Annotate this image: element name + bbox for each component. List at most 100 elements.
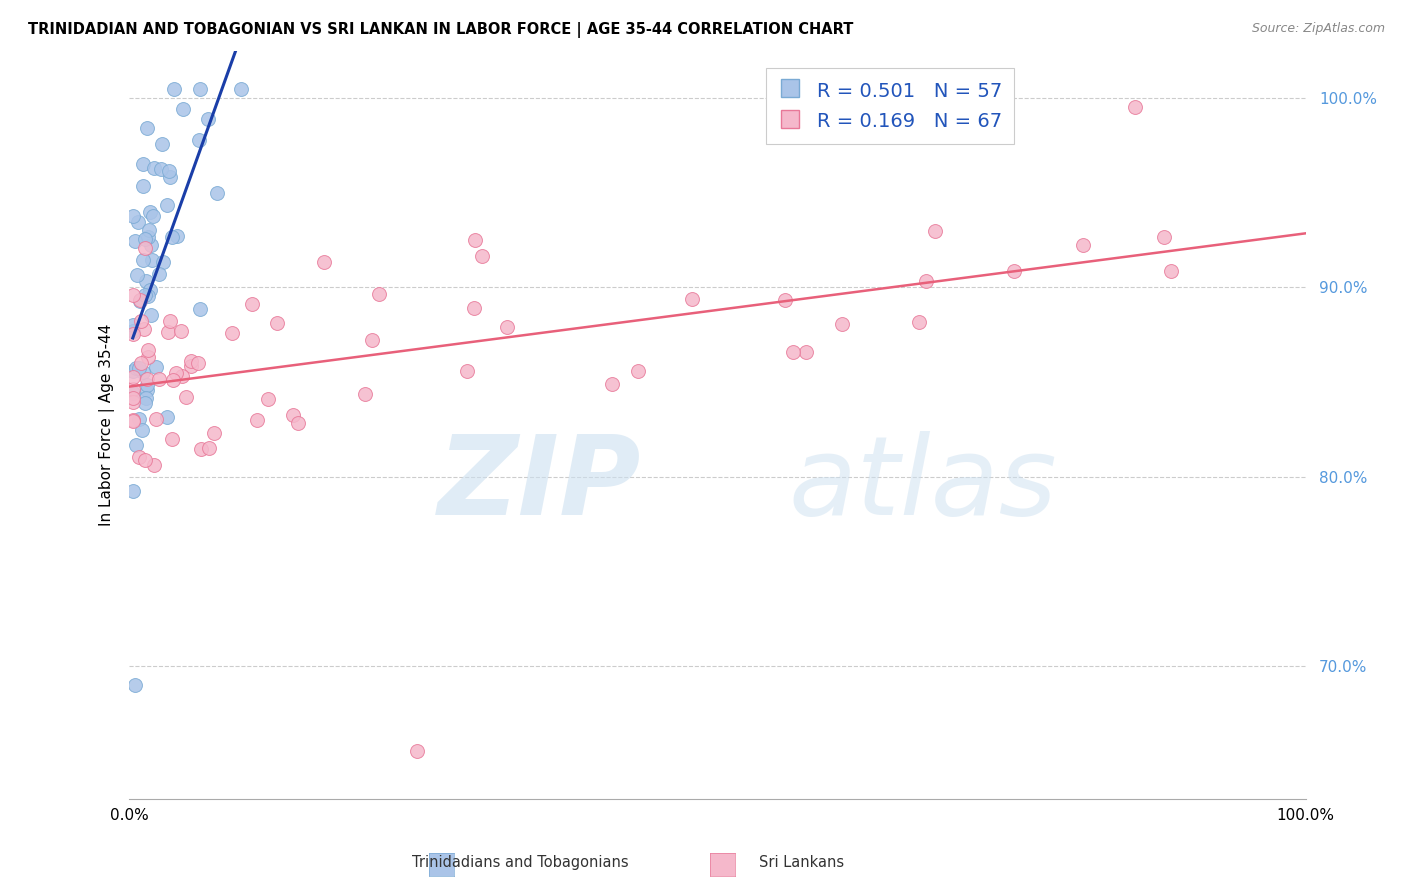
Point [132, 322, 155, 336]
Point [121, 288, 143, 302]
Point [367, 286, 389, 301]
Point [794, 345, 817, 359]
Point [160, 432, 183, 446]
Point [1153, 229, 1175, 244]
Point [180, 354, 202, 368]
Point [121, 392, 143, 406]
Point [129, 314, 152, 328]
Point [165, 366, 187, 380]
Point [152, 255, 174, 269]
Point [198, 441, 221, 455]
Point [121, 483, 143, 498]
Point [600, 377, 623, 392]
Point [174, 390, 197, 404]
Point [121, 385, 143, 400]
Text: Sri Lankans: Sri Lankans [759, 855, 844, 870]
Point [156, 198, 179, 212]
Point [139, 238, 162, 252]
Point [121, 414, 143, 428]
Point [121, 326, 143, 341]
Point [464, 234, 486, 248]
Point [135, 274, 157, 288]
Point [145, 412, 167, 426]
Point [136, 343, 159, 357]
Point [187, 133, 209, 147]
Point [145, 360, 167, 375]
Point [1123, 101, 1146, 115]
Point [121, 324, 143, 338]
Point [136, 377, 159, 392]
Point [121, 413, 143, 427]
Point [782, 344, 804, 359]
Point [924, 224, 946, 238]
Point [406, 744, 429, 758]
Legend: R = 0.501   N = 57, R = 0.169   N = 67: R = 0.501 N = 57, R = 0.169 N = 67 [766, 68, 1014, 144]
Point [456, 364, 478, 378]
Point [627, 364, 650, 378]
Point [128, 412, 150, 426]
Point [240, 297, 263, 311]
Point [496, 320, 519, 334]
Point [124, 678, 146, 692]
Point [127, 215, 149, 229]
Point [149, 161, 172, 176]
Point [148, 372, 170, 386]
Point [914, 274, 936, 288]
Point [132, 178, 155, 193]
Point [122, 209, 145, 223]
Point [180, 359, 202, 374]
Point [162, 229, 184, 244]
Point [128, 450, 150, 465]
Point [125, 268, 148, 282]
Point [463, 301, 485, 315]
Point [131, 365, 153, 379]
Point [1002, 264, 1025, 278]
Point [138, 205, 160, 219]
Point [314, 255, 336, 269]
Point [156, 409, 179, 424]
Text: atlas: atlas [789, 431, 1057, 538]
Text: Trinidadians and Tobagonians: Trinidadians and Tobagonians [412, 855, 628, 870]
Point [121, 364, 143, 378]
Point [169, 324, 191, 338]
Point [221, 326, 243, 340]
Point [188, 81, 211, 95]
Point [287, 416, 309, 430]
Point [159, 170, 181, 185]
Point [138, 283, 160, 297]
Point [134, 232, 156, 246]
Point [360, 333, 382, 347]
Point [129, 294, 152, 309]
Point [129, 293, 152, 308]
Point [136, 121, 159, 136]
Point [157, 164, 180, 178]
Point [266, 316, 288, 330]
Point [142, 209, 165, 223]
Point [121, 318, 143, 333]
Point [190, 442, 212, 456]
Point [143, 161, 166, 175]
Point [135, 391, 157, 405]
Point [681, 292, 703, 306]
Point [139, 308, 162, 322]
Point [124, 234, 146, 248]
Point [134, 287, 156, 301]
Point [353, 387, 375, 401]
Point [156, 326, 179, 340]
Point [163, 81, 186, 95]
Point [281, 409, 304, 423]
Point [197, 112, 219, 127]
Point [131, 356, 153, 370]
Point [121, 369, 143, 384]
Point [166, 228, 188, 243]
Point [257, 392, 280, 407]
Point [1160, 264, 1182, 278]
Point [138, 222, 160, 236]
Point [204, 426, 226, 441]
Point [125, 438, 148, 452]
Point [187, 356, 209, 370]
Point [132, 157, 155, 171]
Point [170, 369, 193, 384]
Point [1071, 238, 1094, 252]
Point [132, 253, 155, 268]
